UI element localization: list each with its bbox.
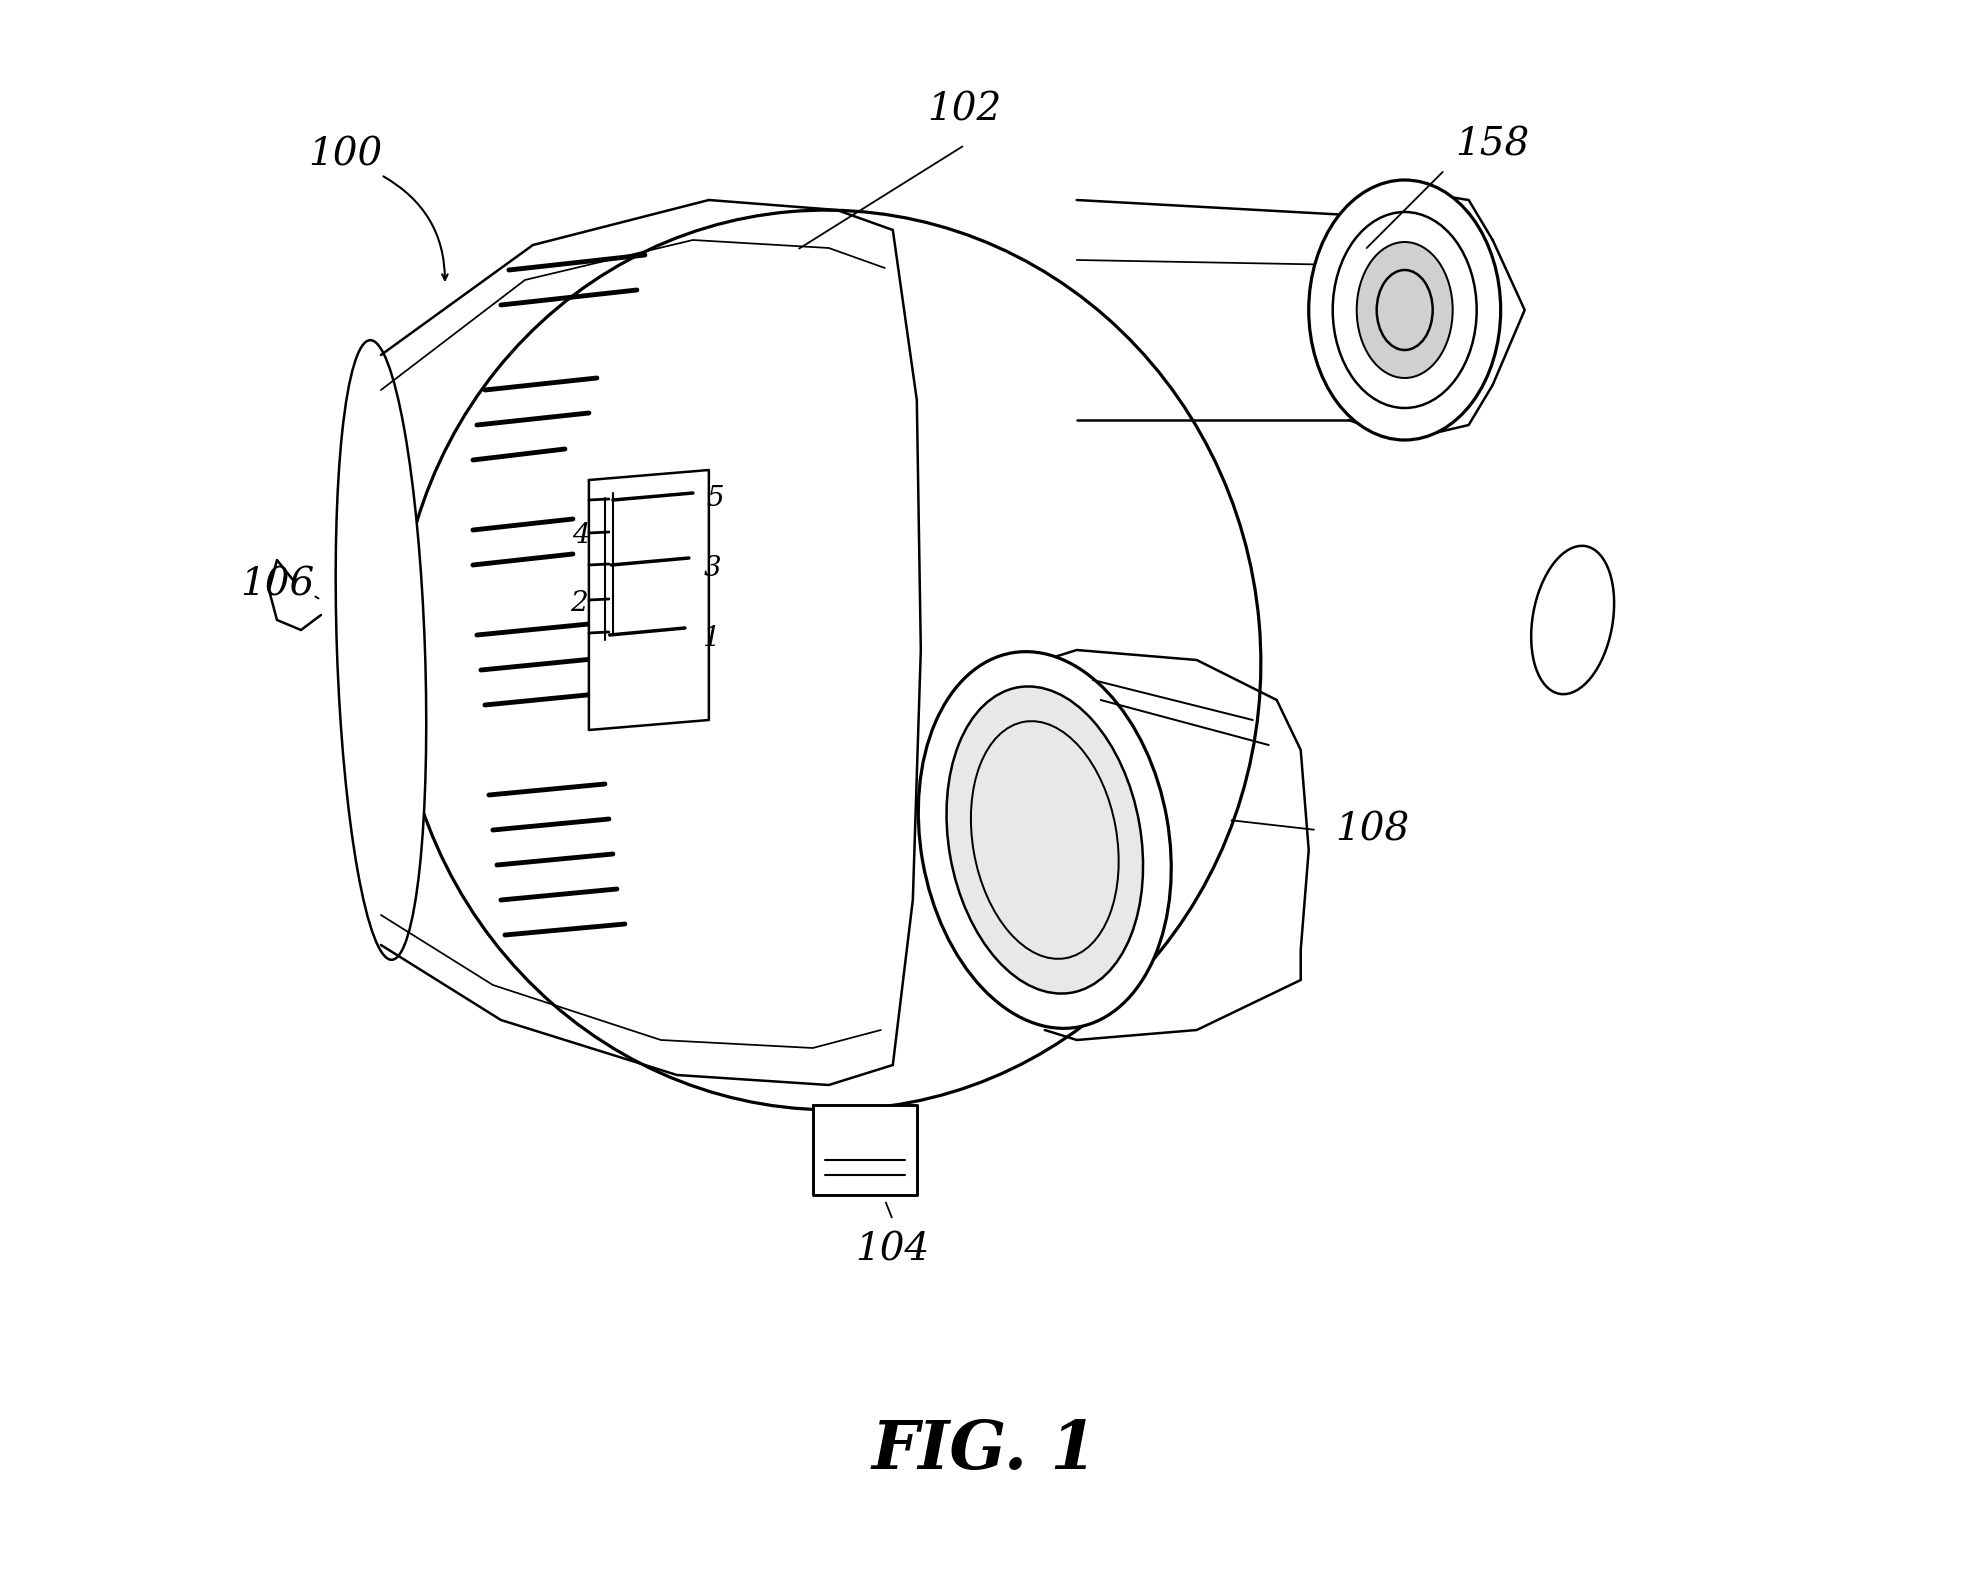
Text: 3: 3 (705, 554, 722, 581)
Ellipse shape (919, 652, 1171, 1028)
Text: 104: 104 (856, 1231, 931, 1269)
Polygon shape (813, 1105, 917, 1195)
Text: 102: 102 (927, 91, 1002, 129)
Ellipse shape (1356, 242, 1452, 378)
Text: FIG. 1: FIG. 1 (872, 1418, 1096, 1483)
Polygon shape (270, 560, 321, 630)
Polygon shape (588, 471, 708, 730)
Ellipse shape (337, 340, 427, 960)
Text: 158: 158 (1456, 126, 1529, 164)
Text: 108: 108 (1336, 812, 1409, 848)
Text: 106: 106 (240, 567, 315, 603)
Text: 5: 5 (707, 485, 724, 512)
Ellipse shape (1309, 179, 1502, 441)
Text: 100: 100 (307, 137, 382, 173)
Text: 4: 4 (573, 521, 590, 548)
Text: 2: 2 (571, 590, 588, 617)
Ellipse shape (1332, 212, 1476, 408)
Text: 1: 1 (703, 625, 720, 652)
Ellipse shape (398, 211, 1261, 1110)
Ellipse shape (947, 686, 1143, 993)
